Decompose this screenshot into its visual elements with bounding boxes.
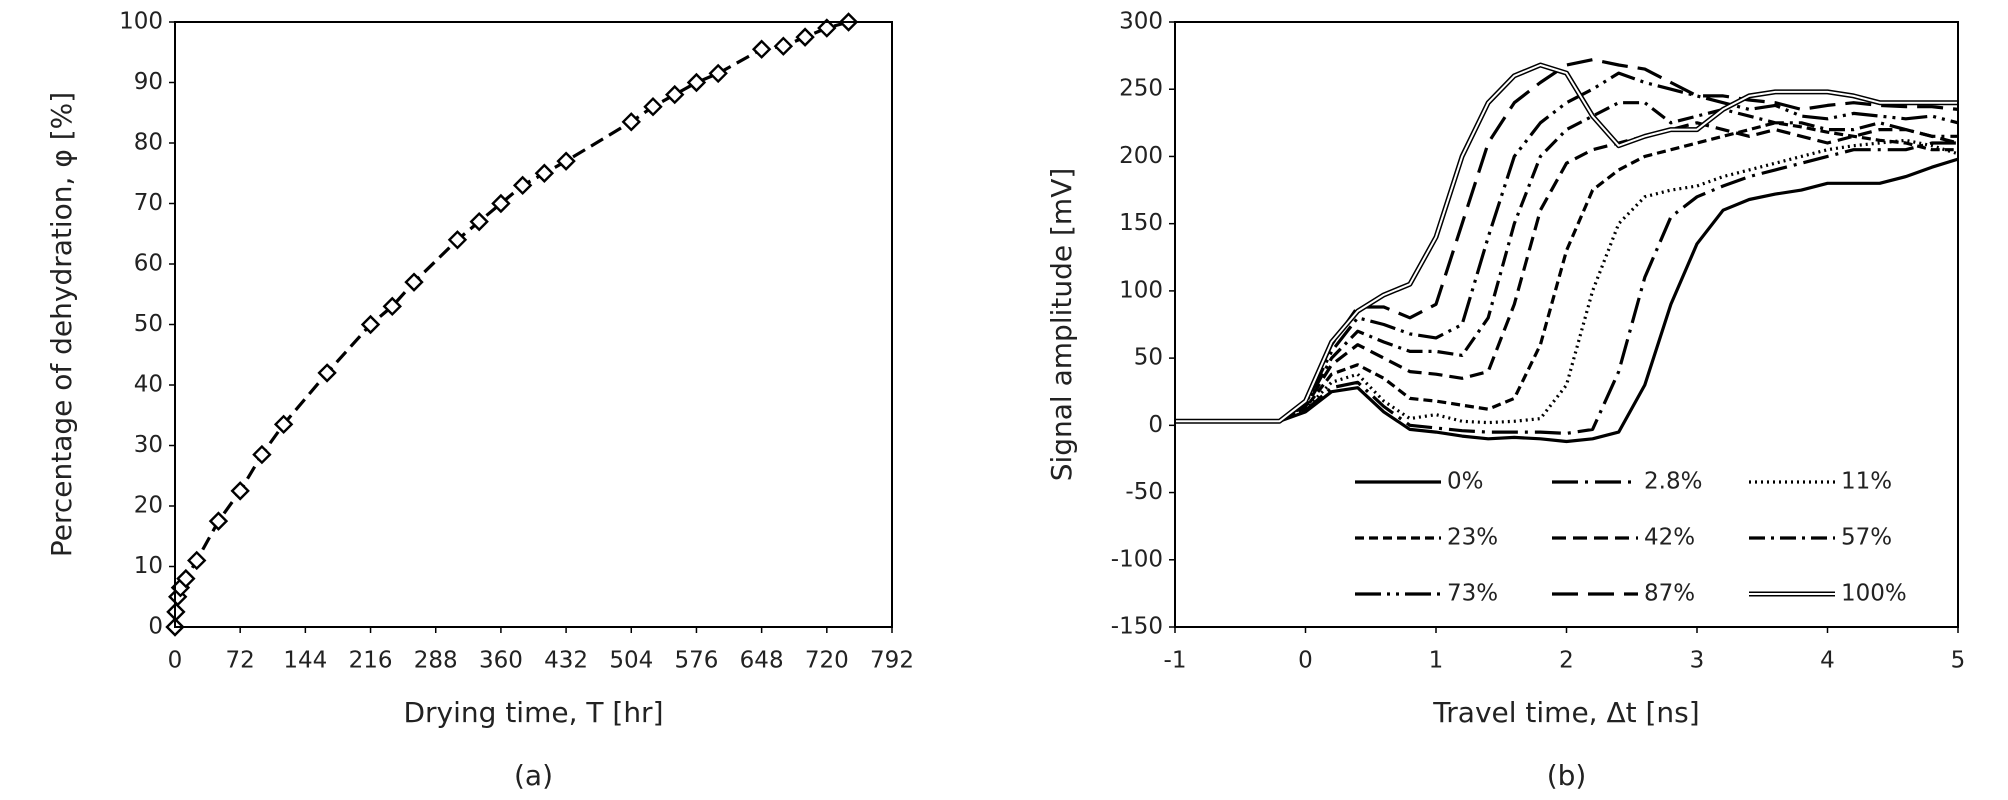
x-tick-label: 504 — [609, 648, 653, 674]
y-tick-label: 50 — [134, 311, 163, 337]
marker — [317, 363, 337, 383]
marker — [208, 511, 229, 531]
y-tick-label: 60 — [134, 251, 163, 277]
marker — [176, 568, 196, 589]
y-tick-label: 80 — [134, 130, 163, 156]
marker — [795, 27, 815, 47]
marker — [404, 272, 424, 292]
plot-frame — [174, 21, 893, 628]
y-tick-label: 20 — [134, 493, 163, 519]
line-series — [1175, 71, 1959, 423]
marker — [230, 481, 250, 501]
legend-label: 73% — [1447, 581, 1498, 607]
marker — [187, 550, 207, 571]
marker — [817, 18, 837, 38]
marker — [447, 230, 468, 250]
x-tick-label: 72 — [226, 648, 255, 674]
caption: (a) — [514, 759, 553, 792]
legend-label: 2.8% — [1644, 469, 1702, 495]
y-tick-label: -150 — [1111, 614, 1163, 640]
x-tick-label: 288 — [414, 648, 458, 674]
y-tick-label: 100 — [119, 9, 163, 35]
x-axis-label: Drying time, T [hr] — [403, 696, 663, 729]
x-tick-label: 0 — [168, 648, 183, 674]
legend-label: 0% — [1447, 469, 1484, 495]
x-tick-label: -1 — [1164, 648, 1187, 674]
marker — [273, 414, 294, 435]
marker — [382, 296, 402, 317]
plot-frame — [1174, 21, 1959, 628]
legend-label: 87% — [1644, 581, 1695, 607]
x-tick-label: 1 — [1429, 648, 1444, 674]
marker — [491, 193, 511, 214]
y-tick-label: 90 — [134, 69, 163, 95]
y-tick-label: 250 — [1119, 76, 1163, 102]
x-tick-label: 792 — [870, 648, 914, 674]
legend-label: 100% — [1841, 581, 1907, 607]
y-tick-label: 30 — [134, 432, 163, 458]
x-tick-label: 5 — [1951, 648, 1966, 674]
marker — [708, 63, 728, 84]
x-tick-label: 360 — [479, 648, 523, 674]
y-tick-label: -100 — [1111, 546, 1163, 572]
marker — [665, 84, 685, 105]
marker — [686, 72, 707, 93]
y-axis-label: Signal amplitude [mV] — [1045, 168, 1078, 482]
marker — [556, 151, 576, 171]
x-tick-label: 648 — [740, 648, 784, 674]
legend-label: 42% — [1644, 525, 1695, 551]
y-tick-label: 0 — [148, 614, 163, 640]
y-axis-label: Percentage of dehydration, φ [%] — [45, 92, 78, 557]
y-tick-label: 150 — [1119, 210, 1163, 236]
x-tick-label: 4 — [1820, 648, 1835, 674]
marker — [252, 444, 272, 465]
y-tick-label: 10 — [134, 553, 163, 579]
y-tick-label: 0 — [1148, 412, 1163, 438]
x-tick-label: 3 — [1690, 648, 1705, 674]
marker — [534, 163, 555, 183]
caption: (b) — [1547, 759, 1587, 792]
y-tick-label: 300 — [1119, 9, 1163, 35]
legend-label: 23% — [1447, 525, 1498, 551]
x-tick-label: 432 — [544, 648, 588, 674]
y-tick-label: 70 — [134, 190, 163, 216]
marker — [643, 97, 663, 117]
line-series — [1175, 101, 1958, 423]
marker — [751, 39, 772, 59]
line-series — [1175, 58, 1959, 423]
line-series-inner — [1175, 64, 1958, 423]
x-axis-label: Travel time, Δt [ns] — [1432, 696, 1699, 729]
marker — [621, 112, 641, 132]
x-tick-label: 144 — [283, 648, 327, 674]
marker — [512, 175, 533, 196]
marker — [469, 211, 489, 232]
x-tick-label: 216 — [349, 648, 393, 674]
y-tick-label: 40 — [134, 372, 163, 398]
marker — [773, 36, 794, 56]
y-tick-label: 50 — [1134, 345, 1163, 371]
legend-label: 11% — [1841, 469, 1892, 495]
x-tick-label: 720 — [805, 648, 849, 674]
x-tick-label: 2 — [1559, 648, 1574, 674]
y-tick-label: 100 — [1119, 277, 1163, 303]
marker — [360, 314, 381, 335]
x-tick-label: 0 — [1298, 648, 1313, 674]
x-tick-label: 576 — [675, 648, 719, 674]
y-tick-label: 200 — [1119, 143, 1163, 169]
y-tick-label: -50 — [1125, 479, 1163, 505]
legend-label: 57% — [1841, 525, 1892, 551]
